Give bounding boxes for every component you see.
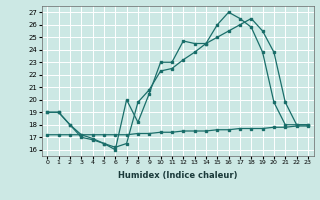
X-axis label: Humidex (Indice chaleur): Humidex (Indice chaleur): [118, 171, 237, 180]
